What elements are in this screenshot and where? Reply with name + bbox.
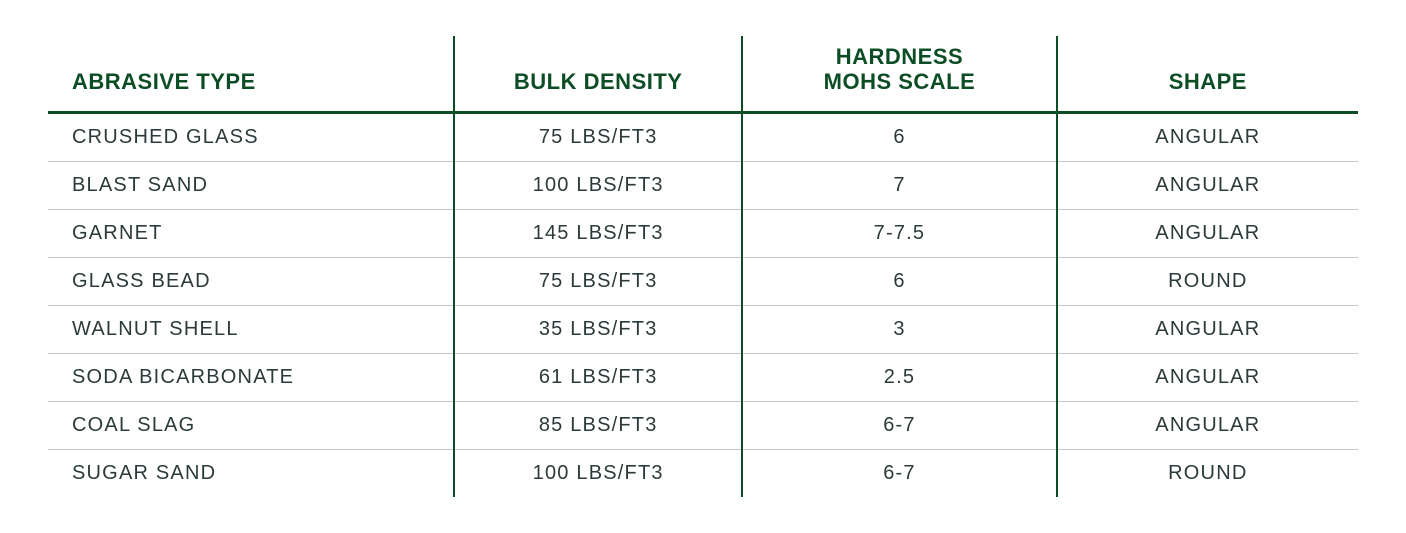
cell-hardness: 6 [742, 112, 1056, 161]
col-header-hardness: HARDNESS MOHS SCALE [742, 36, 1056, 112]
table-row: COAL SLAG 85 LBS/FT3 6-7 ANGULAR [48, 401, 1358, 449]
cell-bulk-density: 145 LBS/FT3 [454, 209, 742, 257]
cell-hardness: 3 [742, 305, 1056, 353]
col-header-abrasive-type: ABRASIVE TYPE [48, 36, 454, 112]
cell-bulk-density: 61 LBS/FT3 [454, 353, 742, 401]
col-header-shape: SHAPE [1057, 36, 1358, 112]
table-row: BLAST SAND 100 LBS/FT3 7 ANGULAR [48, 161, 1358, 209]
cell-bulk-density: 75 LBS/FT3 [454, 112, 742, 161]
cell-shape: ROUND [1057, 449, 1358, 497]
cell-abrasive-type: BLAST SAND [48, 161, 454, 209]
cell-hardness: 6-7 [742, 449, 1056, 497]
cell-shape: ANGULAR [1057, 161, 1358, 209]
cell-shape: ROUND [1057, 257, 1358, 305]
table-container: ABRASIVE TYPE BULK DENSITY HARDNESS MOHS… [0, 0, 1406, 533]
cell-hardness: 6-7 [742, 401, 1056, 449]
cell-abrasive-type: SUGAR SAND [48, 449, 454, 497]
cell-hardness: 7 [742, 161, 1056, 209]
cell-abrasive-type: GLASS BEAD [48, 257, 454, 305]
table-row: WALNUT SHELL 35 LBS/FT3 3 ANGULAR [48, 305, 1358, 353]
cell-abrasive-type: GARNET [48, 209, 454, 257]
cell-bulk-density: 85 LBS/FT3 [454, 401, 742, 449]
cell-bulk-density: 75 LBS/FT3 [454, 257, 742, 305]
cell-bulk-density: 100 LBS/FT3 [454, 161, 742, 209]
cell-abrasive-type: COAL SLAG [48, 401, 454, 449]
col-header-bulk-density: BULK DENSITY [454, 36, 742, 112]
table-row: SUGAR SAND 100 LBS/FT3 6-7 ROUND [48, 449, 1358, 497]
cell-shape: ANGULAR [1057, 112, 1358, 161]
cell-shape: ANGULAR [1057, 353, 1358, 401]
table-row: GLASS BEAD 75 LBS/FT3 6 ROUND [48, 257, 1358, 305]
cell-abrasive-type: SODA BICARBONATE [48, 353, 454, 401]
cell-abrasive-type: WALNUT SHELL [48, 305, 454, 353]
cell-hardness: 6 [742, 257, 1056, 305]
cell-shape: ANGULAR [1057, 209, 1358, 257]
cell-shape: ANGULAR [1057, 401, 1358, 449]
table-row: SODA BICARBONATE 61 LBS/FT3 2.5 ANGULAR [48, 353, 1358, 401]
table-row: GARNET 145 LBS/FT3 7-7.5 ANGULAR [48, 209, 1358, 257]
cell-bulk-density: 100 LBS/FT3 [454, 449, 742, 497]
cell-hardness: 7-7.5 [742, 209, 1056, 257]
cell-abrasive-type: CRUSHED GLASS [48, 112, 454, 161]
table-row: CRUSHED GLASS 75 LBS/FT3 6 ANGULAR [48, 112, 1358, 161]
cell-hardness: 2.5 [742, 353, 1056, 401]
abrasive-table: ABRASIVE TYPE BULK DENSITY HARDNESS MOHS… [48, 36, 1358, 497]
cell-bulk-density: 35 LBS/FT3 [454, 305, 742, 353]
cell-shape: ANGULAR [1057, 305, 1358, 353]
table-header-row: ABRASIVE TYPE BULK DENSITY HARDNESS MOHS… [48, 36, 1358, 112]
